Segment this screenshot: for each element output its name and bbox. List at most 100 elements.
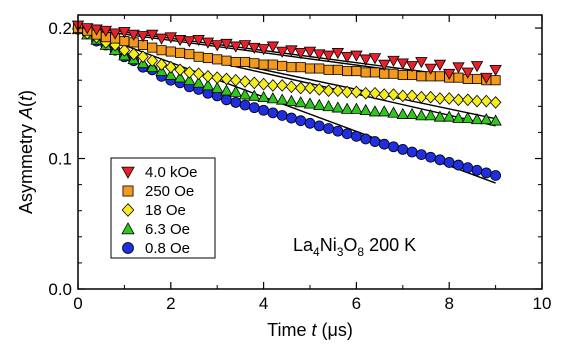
ticks: 0 2 4 6 8 10 0.0 0.1 0.2 — [48, 15, 551, 313]
data-point — [137, 50, 149, 64]
data-point — [452, 111, 465, 123]
data-point — [322, 84, 335, 98]
data-point — [147, 42, 158, 53]
data-point — [267, 79, 279, 92]
data-point — [340, 102, 354, 114]
data-point — [183, 66, 196, 79]
data-point — [433, 59, 447, 71]
data-point — [294, 81, 307, 95]
legend-label: 6.3 Oe — [145, 221, 190, 238]
data-point — [238, 88, 252, 100]
data-point — [480, 94, 493, 108]
data-point — [229, 41, 242, 53]
data-point — [424, 109, 437, 121]
data-point — [257, 44, 270, 56]
data-point — [202, 69, 214, 83]
y-tick-label: 0.0 — [48, 280, 72, 299]
data-point — [472, 73, 483, 84]
x-tick-label: 0 — [73, 294, 82, 313]
legend-label: 18 Oe — [145, 202, 186, 219]
data-point — [388, 141, 399, 153]
data-point — [368, 105, 382, 117]
data-point — [248, 42, 261, 54]
data-point — [258, 59, 269, 70]
data-point — [173, 71, 187, 83]
data-point — [470, 113, 484, 125]
data-point — [360, 133, 372, 145]
data-point — [136, 31, 150, 43]
data-point — [201, 37, 215, 49]
data-point — [165, 46, 176, 57]
data-point — [453, 72, 464, 83]
data-point — [108, 28, 122, 40]
data-point — [220, 38, 233, 51]
legend-marker — [122, 242, 134, 254]
data-point — [415, 109, 428, 121]
data-point — [424, 90, 437, 104]
data-point — [295, 62, 306, 73]
data-point — [471, 94, 483, 108]
data-point — [184, 49, 195, 60]
legend: 4.0 kOe 250 Oe 18 Oe 6.3 Oe 0.8 Oe — [110, 157, 216, 259]
data-point — [192, 67, 205, 81]
data-point — [415, 90, 428, 104]
data-point — [238, 40, 252, 52]
data-point — [434, 154, 446, 166]
data-point — [443, 92, 455, 105]
y-axis-label: Asymmetry A(t) — [16, 90, 36, 214]
data-point — [192, 76, 205, 88]
data-point — [201, 79, 215, 91]
data-point — [331, 101, 345, 113]
data-point — [323, 123, 334, 134]
data-point — [480, 72, 493, 84]
data-point — [183, 73, 196, 86]
data-point — [388, 68, 399, 79]
data-point — [369, 86, 381, 100]
data-point — [286, 62, 297, 73]
data-point — [480, 113, 493, 125]
data-point — [221, 55, 232, 66]
data-point — [490, 170, 502, 181]
data-point — [118, 27, 131, 39]
data-point — [406, 89, 418, 103]
x-tick-label: 10 — [533, 294, 552, 313]
data-point — [248, 89, 261, 101]
data-point — [285, 80, 298, 94]
data-point — [202, 53, 213, 64]
data-point — [332, 125, 344, 137]
data-point — [266, 41, 280, 53]
data-point — [443, 110, 456, 122]
x-axis-label: Time t (μs) — [267, 320, 353, 340]
data-point — [164, 68, 177, 80]
data-point — [127, 29, 140, 41]
data-point — [359, 54, 372, 66]
data-point — [146, 54, 159, 68]
data-point — [378, 105, 391, 117]
data-point — [490, 75, 501, 86]
data-point — [257, 77, 270, 91]
data-point — [359, 86, 372, 100]
data-point — [229, 85, 242, 97]
data-point — [387, 106, 400, 118]
legend-label: 250 Oe — [145, 183, 194, 200]
data-point — [303, 97, 317, 109]
data-point — [276, 79, 288, 92]
data-point — [286, 112, 297, 124]
y-tick-label: 0.2 — [48, 19, 72, 38]
data-point — [212, 54, 223, 65]
data-point — [489, 114, 502, 126]
data-point — [396, 107, 409, 119]
data-point — [406, 146, 418, 158]
data-point — [489, 96, 502, 109]
data-point — [183, 36, 196, 48]
data-point — [277, 60, 288, 71]
data-point — [313, 83, 326, 96]
data-point — [220, 84, 233, 96]
data-point — [480, 167, 492, 179]
data-point — [257, 90, 270, 102]
data-point — [453, 159, 464, 171]
data-point — [249, 58, 260, 69]
data-point — [425, 151, 437, 163]
data-point — [313, 120, 325, 132]
